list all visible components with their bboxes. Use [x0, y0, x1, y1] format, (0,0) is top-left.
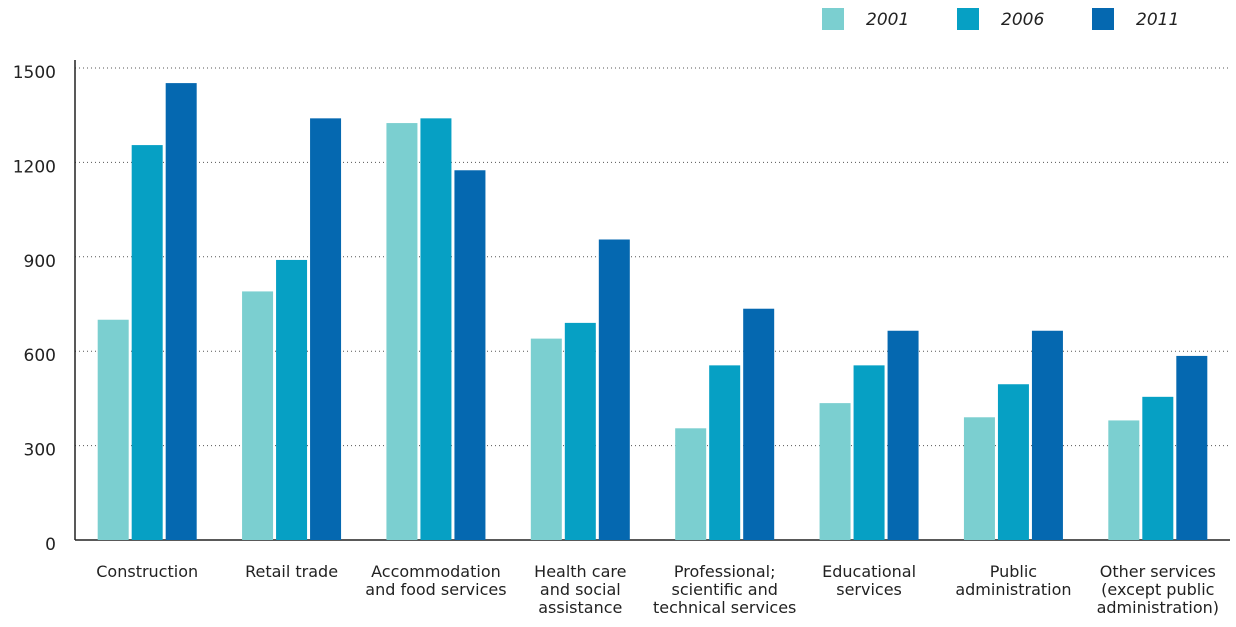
legend-swatch [957, 8, 979, 30]
legend-label: 2011 [1136, 10, 1179, 30]
bar [853, 365, 885, 540]
bar [530, 338, 562, 540]
bar [709, 365, 741, 540]
bar [310, 118, 342, 540]
bar [420, 118, 452, 540]
bar [1176, 355, 1208, 540]
x-tick-label: Other services (except public administra… [1096, 562, 1220, 617]
bar [386, 123, 418, 541]
bar [997, 384, 1029, 540]
x-tick-label: Health care and social assistance [534, 562, 627, 617]
bar [97, 319, 129, 540]
legend-label: 2006 [1001, 10, 1044, 30]
bar [675, 428, 707, 540]
bar [276, 259, 308, 540]
bar [743, 308, 775, 540]
bar [564, 322, 596, 540]
y-tick-label: 900 [24, 252, 56, 272]
x-tick-label: Professional; scientific and technical s… [652, 562, 797, 617]
bar [1031, 330, 1063, 540]
bar [887, 330, 919, 540]
bar [454, 170, 486, 540]
bar [1108, 420, 1140, 540]
legend-swatch [1092, 8, 1114, 30]
y-tick-label: 600 [24, 346, 56, 366]
y-tick-label: 1500 [13, 63, 56, 83]
y-tick-label: 0 [45, 535, 56, 555]
x-tick-label: Public administration [955, 562, 1072, 599]
x-tick-label: Educational services [822, 562, 917, 599]
legend-label: 2001 [866, 10, 909, 30]
bar [165, 83, 197, 540]
bar [819, 403, 851, 540]
bar [242, 291, 274, 540]
y-tick-label: 1200 [13, 157, 56, 177]
x-tick-label: Construction [96, 562, 199, 581]
legend-swatch [822, 8, 844, 30]
bar [598, 239, 630, 540]
x-tick-label: Retail trade [245, 562, 339, 581]
bar [963, 417, 995, 540]
bar [131, 145, 163, 541]
x-tick-label: Accommodation and food services [365, 562, 507, 599]
bar [1142, 396, 1174, 540]
y-tick-label: 300 [24, 441, 56, 461]
